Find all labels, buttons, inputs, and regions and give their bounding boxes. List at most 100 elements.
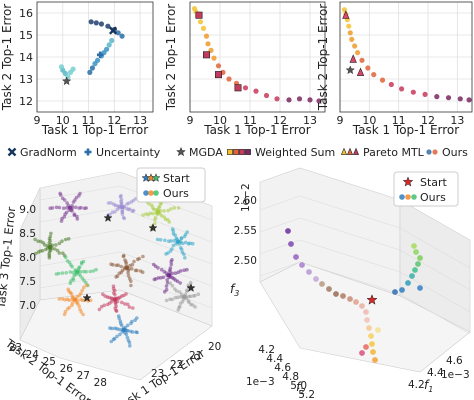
legend-swatch — [148, 190, 154, 196]
gridline — [39, 273, 121, 289]
data-point-ours — [124, 292, 128, 296]
data-point-ours — [409, 273, 415, 279]
data-point-ours — [79, 310, 83, 314]
chart-panel-3d-right: 1e−22.602.552.50f34.24.44.64.85.05.21e−3… — [230, 167, 471, 400]
data-point-ours — [164, 284, 169, 288]
data-point-ours — [91, 269, 95, 273]
legend-swatch — [176, 146, 186, 157]
data-point-ours — [124, 332, 129, 337]
gridline — [259, 261, 301, 277]
data-point-ours — [89, 298, 93, 303]
data-point-ours — [108, 326, 112, 330]
data-point-ours — [85, 283, 89, 287]
cluster-ours — [48, 191, 88, 223]
data-point-ours — [179, 236, 184, 240]
data-point-ours — [105, 23, 111, 29]
x-tick-label: 11 — [243, 114, 257, 127]
data-point-ours — [375, 327, 381, 333]
y-axis-label: Task 2 Top-1 Error — [0, 4, 14, 112]
data-point-ours — [39, 239, 43, 244]
data-point-ours — [110, 210, 115, 215]
data-point-ours — [65, 307, 70, 311]
legend-3d-left: Start Ours — [136, 167, 206, 203]
cluster-ours — [109, 253, 145, 288]
legend-swatch — [340, 147, 348, 155]
data-point-ours — [57, 297, 62, 301]
data-point-ours — [119, 193, 123, 198]
data-point-ours — [183, 255, 187, 260]
data-point-ours — [78, 274, 83, 278]
legend-item-gradnorm: GradNorm — [7, 146, 77, 159]
data-point-ours — [135, 268, 139, 273]
z-tick-label: 2.60 — [234, 195, 257, 207]
data-point-ours — [306, 269, 312, 275]
data-point-ours — [66, 287, 70, 292]
y-scale-note: 1e−3 — [246, 376, 275, 388]
data-point-ours — [346, 23, 352, 29]
data-point-ours — [109, 37, 115, 44]
data-point-ours — [88, 269, 92, 274]
data-point-ours — [165, 278, 169, 282]
data-point-ours — [135, 330, 139, 335]
legend-item-weighted-sum: Weighted Sum — [227, 146, 335, 159]
data-point-ours — [53, 247, 57, 251]
cluster-ours — [57, 283, 93, 317]
x-axis-label: f1 — [424, 378, 433, 394]
data-point-ours — [316, 98, 322, 104]
data-point-ours — [82, 285, 86, 290]
x-tick-label: 4.6 — [446, 355, 463, 367]
data-point-ours — [113, 297, 118, 302]
x-tick-label: 11 — [82, 114, 96, 127]
data-point-ours — [135, 316, 139, 320]
data-point-ours — [120, 300, 124, 305]
data-point-ours — [170, 227, 175, 231]
legend-swatch — [432, 149, 438, 155]
data-point-ours — [115, 207, 120, 212]
data-point-ours — [363, 309, 369, 315]
data-point-ours — [417, 285, 423, 291]
data-point-ours — [286, 97, 292, 103]
plot-frame — [36, 1, 154, 113]
data-point-ours — [137, 256, 141, 261]
x-tick-label: 4.4 — [427, 367, 444, 379]
data-point-ours — [178, 301, 183, 306]
data-point-ours — [185, 267, 189, 272]
data-point-ours — [158, 209, 163, 213]
data-point-ours — [106, 201, 111, 205]
data-point-ours — [126, 323, 130, 328]
data-point-ours — [128, 207, 132, 212]
data-point-ours — [75, 217, 80, 221]
data-point-ours — [72, 273, 77, 278]
data-point-ours — [168, 266, 173, 270]
data-point-ours — [166, 208, 170, 213]
data-point-ours — [355, 50, 361, 56]
x-tick-label: 12 — [421, 114, 435, 127]
data-point-ours — [120, 212, 125, 216]
data-point-ours — [162, 209, 166, 213]
data-point-ours — [167, 220, 172, 224]
y-tick-label: 24 — [26, 349, 40, 361]
legend-swatch — [153, 190, 159, 196]
y-tick-label: 15 — [19, 29, 33, 42]
data-point-ours — [399, 86, 405, 92]
data-point-ours — [99, 304, 104, 309]
data-point-ours — [181, 241, 185, 246]
data-point-ours — [65, 201, 69, 205]
y-tick-label: 26 — [60, 363, 74, 375]
gridline — [119, 251, 213, 287]
data-point-ours — [119, 264, 123, 269]
data-point-ours — [80, 288, 84, 293]
data-point-ours — [151, 262, 156, 267]
data-point-ours — [153, 218, 157, 222]
legend-label: Ours — [163, 187, 189, 200]
y-tick-label: 13 — [19, 73, 33, 86]
data-point-ours — [131, 208, 136, 213]
data-point-ours — [155, 237, 160, 242]
data-point-ours — [364, 317, 370, 323]
legend-3d-right: Start Ours — [393, 171, 459, 207]
gridline — [119, 207, 213, 243]
data-point-ours — [73, 297, 77, 302]
data-point-ours — [170, 271, 174, 276]
data-point-gradnorm — [108, 26, 118, 35]
